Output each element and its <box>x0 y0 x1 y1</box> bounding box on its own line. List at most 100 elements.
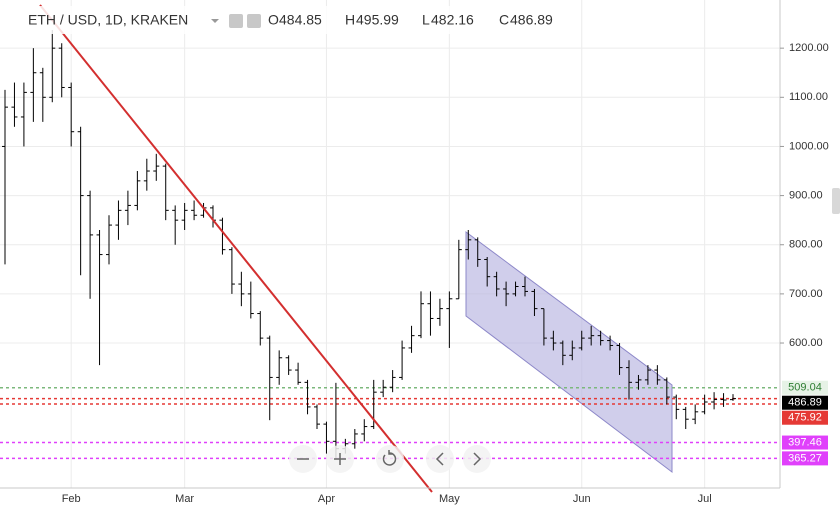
dropdown-icon <box>211 19 219 23</box>
scroll-right-button[interactable] <box>463 445 491 473</box>
ohlc-bar <box>68 82 75 147</box>
ohlc-bar <box>314 404 320 430</box>
ohlc-bar <box>418 291 424 339</box>
ohlc-bar <box>673 394 680 420</box>
ohlc-bar <box>96 229 103 366</box>
reset-button[interactable] <box>376 445 404 473</box>
x-tick-label: May <box>439 493 460 505</box>
ohlc-bar <box>455 239 462 300</box>
level-label-bg <box>782 410 828 425</box>
ohlc-bar <box>644 365 651 385</box>
ohlc-bar <box>172 205 179 245</box>
zoom-controls <box>289 445 491 473</box>
ohlc-bar <box>77 126 84 276</box>
ohlc-bar <box>124 190 131 226</box>
ohlc-bar <box>295 362 302 385</box>
level-label: 365.27 <box>788 452 822 464</box>
ohlc-bar <box>626 360 632 400</box>
ohlc-bar <box>692 404 699 425</box>
ohlc-bar <box>20 82 27 147</box>
scroll-left-button[interactable] <box>426 445 454 473</box>
ohlc-bar <box>351 429 358 449</box>
ohlc-bar <box>427 291 434 336</box>
header: ETH / USD, 1D, KRAKEN O 484.85 H 495.99 L 482… <box>0 6 560 34</box>
ohlc-bar <box>106 215 112 265</box>
ohlc-bar <box>408 325 415 353</box>
ohlc-bar <box>181 202 188 230</box>
level-label-bg <box>782 435 828 450</box>
ohlc-bar <box>247 281 254 319</box>
ohlc-bar <box>266 335 273 421</box>
ohlc-key: O <box>268 12 279 28</box>
level-label: 475.92 <box>788 412 822 424</box>
x-tick-label: Jul <box>698 493 712 505</box>
ohlc-bar <box>191 200 198 221</box>
level-label: 397.46 <box>788 436 822 448</box>
right-icon <box>473 452 482 466</box>
ohlc-bar <box>143 158 150 191</box>
ohlc-bar <box>493 271 500 297</box>
ohlc-value: 482.16 <box>431 12 474 28</box>
ohlc-bar <box>285 355 292 375</box>
ohlc-bar <box>503 281 510 307</box>
ohlc-bar <box>730 394 736 401</box>
y-tick-label: 1000.00 <box>789 140 829 152</box>
level-label-bg <box>782 451 828 466</box>
ohlc-bar <box>153 153 160 181</box>
ohlc-bar <box>304 379 311 415</box>
ohlc-bar <box>654 365 661 385</box>
x-tick-label: Apr <box>318 493 335 505</box>
ohlc-bar <box>522 276 528 297</box>
settings-icon[interactable] <box>229 14 243 28</box>
ohlc-bar <box>550 330 557 351</box>
x-tick-label: Jun <box>573 493 591 505</box>
ohlc-bar <box>58 43 65 98</box>
ohlc-bar <box>484 257 491 287</box>
ohlc-bar <box>588 325 595 346</box>
channel <box>465 231 673 474</box>
plus-icon <box>334 453 346 465</box>
ohlc-bar <box>39 67 46 122</box>
y-tick-label: 700.00 <box>789 288 823 300</box>
x-tick-label: Mar <box>175 493 194 505</box>
y-tick-label: 600.00 <box>789 337 823 349</box>
reset-icon <box>382 450 397 466</box>
ohlc-bar <box>578 330 585 351</box>
y-tick-label: 900.00 <box>789 189 823 201</box>
y-tick-label: 800.00 <box>789 239 823 251</box>
ohlc-bar <box>162 163 169 221</box>
ohlc-value: 495.99 <box>356 12 399 28</box>
level-label: 486.89 <box>788 397 822 409</box>
bars <box>2 29 736 459</box>
ohlc-bar <box>11 82 18 127</box>
ohlc-value: 486.89 <box>510 12 553 28</box>
ohlc-bar <box>49 29 56 103</box>
ohlc-key: L <box>422 12 430 28</box>
ohlc-legend: O 484.85 H 495.99 L 482.16 C 486.89 <box>268 12 553 28</box>
side-toggle[interactable] <box>832 188 840 214</box>
ohlc-bar <box>616 343 623 375</box>
ohlc-bar <box>323 421 330 454</box>
ohlc-bar <box>436 298 443 326</box>
ohlc-bar <box>531 288 538 316</box>
header-bg <box>0 6 560 34</box>
ohlc-bar <box>389 370 396 393</box>
x-tick-label: Feb <box>62 493 81 505</box>
ohlc-bar <box>711 392 718 410</box>
ohlc-bar <box>569 340 576 361</box>
ohlc-bar <box>663 377 670 405</box>
symbol-title: ETH / USD, 1D, KRAKEN <box>28 12 188 28</box>
compare-icon[interactable] <box>247 14 261 28</box>
ohlc-bar <box>597 330 604 346</box>
ohlc-bar <box>134 171 141 211</box>
ohlc-value: 484.85 <box>279 12 322 28</box>
ohlc-bar <box>115 200 122 240</box>
ohlc-bar <box>682 406 689 430</box>
ohlc-bar <box>380 379 387 398</box>
ohlc-bar <box>559 340 566 366</box>
ohlc-bar <box>228 247 235 294</box>
ohlc-bar <box>361 419 368 442</box>
trend-line <box>39 4 433 493</box>
ohlc-bar <box>399 340 406 380</box>
